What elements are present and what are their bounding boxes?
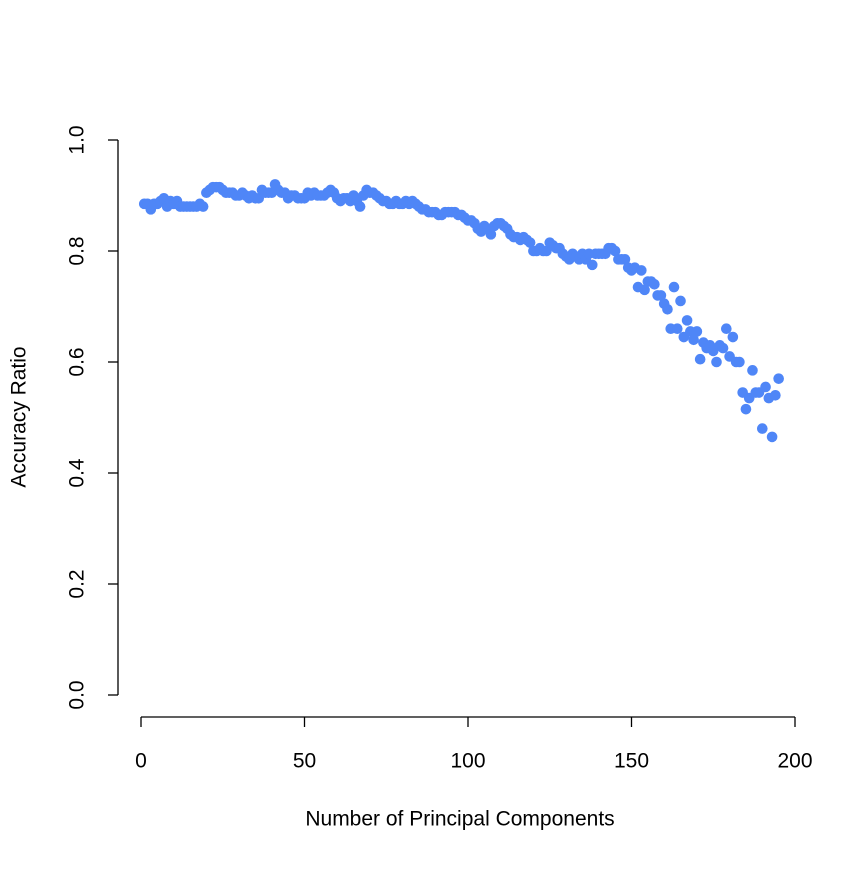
point xyxy=(639,284,650,296)
x-tick-label: 50 xyxy=(293,750,316,773)
point xyxy=(609,245,621,257)
point xyxy=(649,279,660,290)
point xyxy=(773,373,784,384)
y-tick-label: 0.0 xyxy=(66,680,89,709)
point xyxy=(485,229,497,240)
point xyxy=(691,326,703,337)
point xyxy=(727,331,739,343)
point xyxy=(760,381,771,393)
point xyxy=(711,356,722,368)
point xyxy=(681,315,693,326)
y-tick-label: 1.0 xyxy=(66,125,89,154)
point xyxy=(740,403,752,415)
x-tick-label: 0 xyxy=(135,750,147,773)
point xyxy=(721,323,732,335)
point xyxy=(586,259,598,271)
point xyxy=(197,201,209,212)
x-axis-label: Number of Principal Components xyxy=(305,808,614,831)
point xyxy=(770,390,781,401)
point xyxy=(668,281,680,293)
x-tick-label: 100 xyxy=(450,750,485,773)
point xyxy=(662,303,673,315)
y-tick-label: 0.6 xyxy=(66,347,89,376)
point xyxy=(688,334,699,346)
point xyxy=(619,254,631,265)
point xyxy=(675,295,686,307)
y-tick-label: 0.8 xyxy=(66,236,89,265)
x-tick-label: 150 xyxy=(614,750,649,773)
point xyxy=(694,353,706,365)
point xyxy=(524,237,536,248)
point xyxy=(747,365,758,376)
point xyxy=(717,342,729,354)
y-axis-label: Accuracy Ratio xyxy=(8,346,31,487)
y-tick-label: 0.4 xyxy=(66,458,89,488)
point xyxy=(671,323,683,335)
y-tick-label: 0.2 xyxy=(66,569,89,598)
point xyxy=(354,201,366,212)
point xyxy=(636,265,647,276)
x-tick-label: 200 xyxy=(777,750,812,773)
point xyxy=(757,423,768,434)
point xyxy=(734,356,745,368)
point xyxy=(655,290,667,301)
point xyxy=(766,431,778,443)
